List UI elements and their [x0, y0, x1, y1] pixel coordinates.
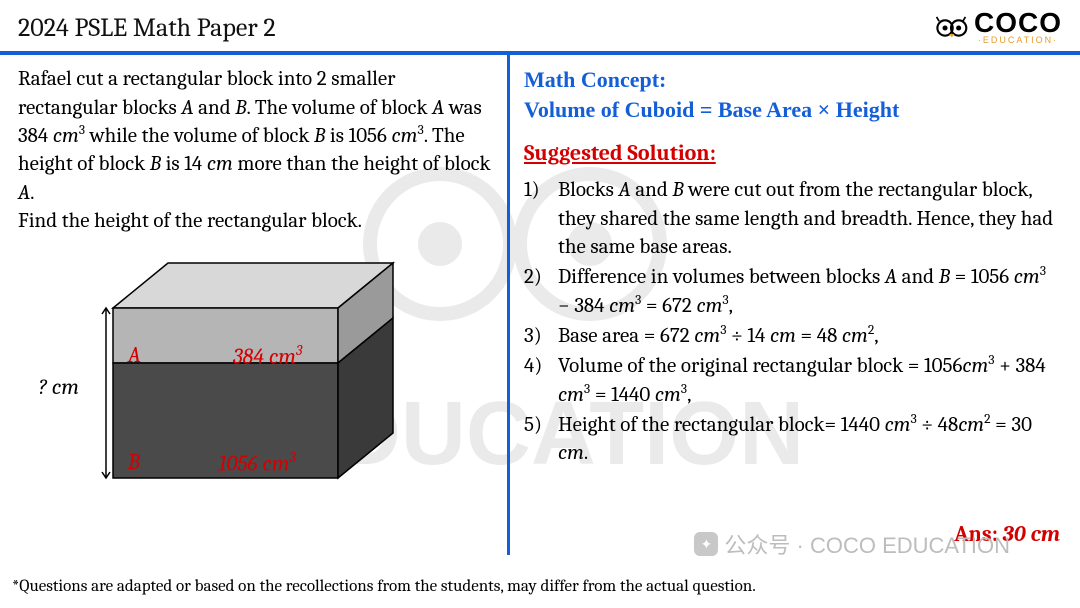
block-diagram: ? cm A 384 cm3 B 1056 cm3: [58, 253, 438, 493]
solution-label: Suggested Solution:: [524, 139, 1062, 169]
content-area: Rafael cut a rectangular block into 2 sm…: [0, 55, 1080, 555]
block-a-label: A: [128, 341, 141, 371]
solution-panel: Math Concept: Volume of Cuboid = Base Ar…: [510, 55, 1080, 555]
owl-icon: [934, 15, 968, 41]
wechat-icon: ✦: [694, 532, 718, 556]
height-label: ? cm: [38, 373, 79, 403]
watermark-label: 公众号 · COCO EDUCATION: [724, 528, 1010, 560]
step-item: Blocks A and B were cut out from the rec…: [524, 176, 1062, 261]
step-item: Base area = 672 cm3 ÷ 14 cm = 48 cm2,: [524, 322, 1062, 350]
header: 2024 PSLE Math Paper 2 COCO ·EDUCATION·: [0, 0, 1080, 55]
step-item: Volume of the original rectangular block…: [524, 352, 1062, 409]
block-b-label: B: [128, 448, 140, 478]
logo: COCO ·EDUCATION·: [934, 10, 1062, 45]
step-item: Height of the rectangular block= 1440 cm…: [524, 411, 1062, 468]
logo-text: COCO: [974, 10, 1062, 35]
step-item: Difference in volumes between blocks A a…: [524, 263, 1062, 320]
block-a-volume: 384 cm3: [233, 341, 302, 372]
concept-formula: Volume of Cuboid = Base Area × Height: [524, 95, 1062, 125]
watermark-text: ✦ 公众号 · COCO EDUCATION: [694, 528, 1010, 560]
problem-text: Rafael cut a rectangular block into 2 sm…: [18, 65, 493, 235]
logo-subtext: ·EDUCATION·: [974, 35, 1062, 45]
answer-value: 30 cm: [1003, 521, 1060, 547]
question-panel: Rafael cut a rectangular block into 2 sm…: [0, 55, 510, 555]
block-b-volume: 1056 cm3: [218, 448, 296, 479]
page-title: 2024 PSLE Math Paper 2: [18, 13, 276, 43]
footnote: *Questions are adapted or based on the r…: [12, 577, 756, 596]
concept-label: Math Concept:: [524, 65, 1062, 95]
solution-steps: Blocks A and B were cut out from the rec…: [524, 176, 1062, 467]
